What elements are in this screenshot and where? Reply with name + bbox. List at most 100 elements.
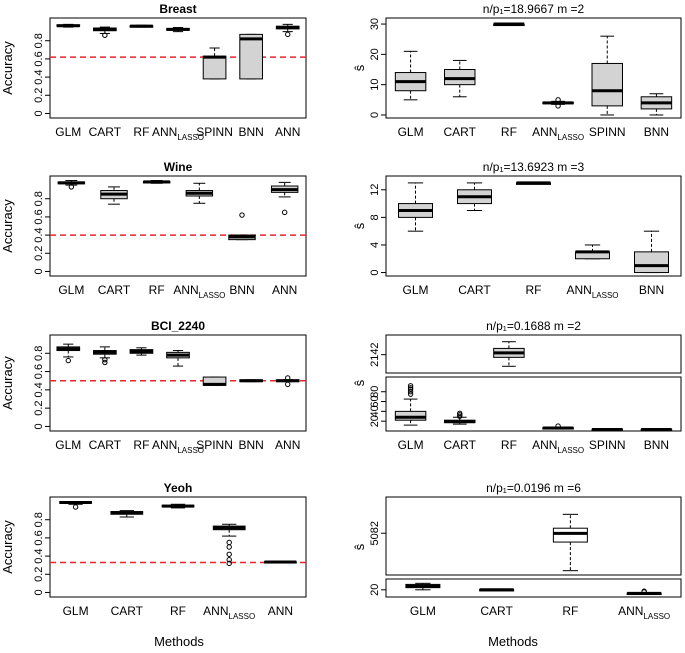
x-tick-label-0: GLM (398, 125, 424, 139)
y-tick-label-upper-0: 2142 (369, 342, 381, 366)
x-tick-label-4: SPINN (196, 438, 233, 452)
box-4 (202, 55, 227, 80)
x-tick-label-2: RF (562, 604, 578, 618)
y-tick-label-3: 0.6 (33, 209, 45, 224)
y-tick-label-2: 20 (369, 48, 381, 60)
x-tick-label-3: ANNLASSO (173, 283, 225, 300)
panel-yeoh-shat: n/p₁=0.0196 m =6 ŝ GLM CART RF ANNLASSO 5082 20 (352, 481, 682, 621)
outlier-1-1 (102, 356, 108, 363)
y-tick-label-0: 0 (33, 110, 45, 116)
plot-frame (385, 17, 682, 119)
outlier-3-1 (555, 97, 561, 103)
y-tick-label-lower-2: 60 (369, 395, 381, 407)
outlier-5-0 (281, 209, 288, 216)
x-tick-label-3: ANNLASSO (532, 125, 584, 142)
x-tick-label-6: ANN (275, 438, 300, 452)
outlier-6-0 (285, 381, 291, 388)
chart-title: n/p₁=0.1688 m =2 (486, 319, 581, 333)
y-tick-label-4: 0.8 (33, 191, 45, 206)
outlier-4-0 (239, 212, 245, 218)
outlier-0-0 (407, 391, 414, 397)
box-5 (239, 33, 263, 80)
x-tick-label-0: GLM (398, 438, 424, 452)
outlier-1-0 (102, 359, 108, 366)
outlier-3-0 (555, 103, 561, 109)
x-tick-label-4: BNN (639, 283, 664, 297)
y-tick-label-2: 0.4 (33, 548, 45, 563)
y-axis-label: ŝ (352, 543, 367, 550)
x-tick-label-5: BNN (644, 438, 669, 452)
panel-wine-accuracy: Wine Accuracy GLM CART RF ANNLASSO BNN ANN 0 0.2 0… (0, 160, 307, 300)
panel-breast-shat: n/p₁=18.9667 m =2 ŝ GLM CART RF ANNLASSO SPINN… (352, 2, 682, 142)
x-tick-label-0: GLM (63, 604, 89, 618)
chart-title: n/p₁=0.0196 m =6 (486, 481, 581, 495)
x-tick-label-3: ANNLASSO (618, 604, 670, 621)
y-tick-label-1: 0.2 (33, 246, 45, 261)
chart-title: n/p₁=18.9667 m =2 (483, 2, 585, 16)
x-tick-label-4: SPINN (196, 125, 233, 139)
y-tick-label-0: 0 (369, 112, 381, 118)
y-tick-label-lower-1: 40 (369, 405, 381, 417)
x-tick-label-1: CART (89, 438, 122, 452)
x-tick-label-5: BNN (644, 125, 669, 139)
x-tick-label-0: GLM (58, 283, 84, 297)
y-tick-label-3: 0.6 (33, 51, 45, 66)
plot-frame (385, 175, 682, 277)
plot-frame-lower (385, 578, 682, 598)
panel-wine-shat: n/p₁=13.6923 m =3 ŝ GLM CART RF ANNLASSO BNN 0 4… (352, 160, 682, 300)
x-tick-label-4: BNN (229, 283, 254, 297)
outlier-1-2 (457, 410, 463, 417)
y-axis-label: Accuracy (0, 199, 15, 253)
x-tick-label-2: RF (501, 438, 517, 452)
plot-frame (49, 334, 307, 432)
x-tick-label-0: GLM (402, 283, 428, 297)
x-tick-label-2: RF (133, 125, 149, 139)
y-tick-label-lower-3: 80 (369, 386, 381, 398)
x-tick-label-0: GLM (410, 604, 436, 618)
x-tick-label-1: CART (444, 125, 477, 139)
x-tick-label-3: ANNLASSO (203, 604, 255, 621)
y-tick-label-1: 10 (369, 79, 381, 91)
y-tick-label-1: 0.2 (33, 400, 45, 415)
y-axis-label: Accuracy (0, 41, 15, 95)
x-tick-label-3: ANNLASSO (566, 283, 618, 300)
y-tick-label-3: 0.6 (33, 364, 45, 379)
outlier-3-1 (226, 544, 232, 550)
panel-yeoh-accuracy: Yeoh Accuracy GLM CART RF ANNLASSO ANN 0 0.2 0.4 0… (0, 481, 307, 621)
chart-title: Yeoh (164, 481, 193, 495)
panel-bci-shat: n/p₁=0.1688 m =2 ŝ GLM CART RF ANNLASSO SPINN B… (352, 319, 682, 455)
plot-frame-upper (385, 496, 682, 576)
x-tick-label-2: RF (133, 438, 149, 452)
outlier-6-1 (285, 375, 291, 381)
y-tick-label-3: 30 (369, 18, 381, 30)
x-tick-label-5: BNN (238, 125, 263, 139)
x-tick-label-1: CART (98, 283, 131, 297)
y-axis-label: Accuracy (0, 356, 15, 410)
y-tick-label-2: 0.4 (33, 382, 45, 397)
y-axis-label: ŝ (352, 64, 367, 71)
y-tick-label-0: 0 (33, 268, 45, 274)
xlabel-right: Methods (488, 634, 538, 649)
outlier-3-1 (641, 588, 647, 594)
x-tick-label-0: GLM (55, 438, 81, 452)
xlabel-left: Methods (154, 634, 204, 649)
y-tick-label-2: 8 (369, 214, 381, 220)
y-tick-label-1: 0.2 (33, 567, 45, 582)
x-tick-label-5: BNN (238, 438, 263, 452)
box-4 (591, 62, 623, 107)
y-tick-label-0: 0 (33, 423, 45, 429)
x-tick-label-1: CART (480, 604, 513, 618)
y-tick-label-1: 4 (369, 242, 381, 248)
outlier-3-0 (226, 539, 232, 546)
outlier-0-0 (72, 504, 79, 510)
y-tick-label-1: 0.2 (33, 88, 45, 103)
outlier-3-4 (226, 560, 232, 567)
y-tick-label-4: 0.8 (33, 512, 45, 527)
plot-frame-lower (385, 376, 682, 432)
plot-frame (49, 17, 307, 119)
chart-title: BCI_2240 (151, 319, 205, 333)
outlier-3-3 (226, 557, 232, 563)
